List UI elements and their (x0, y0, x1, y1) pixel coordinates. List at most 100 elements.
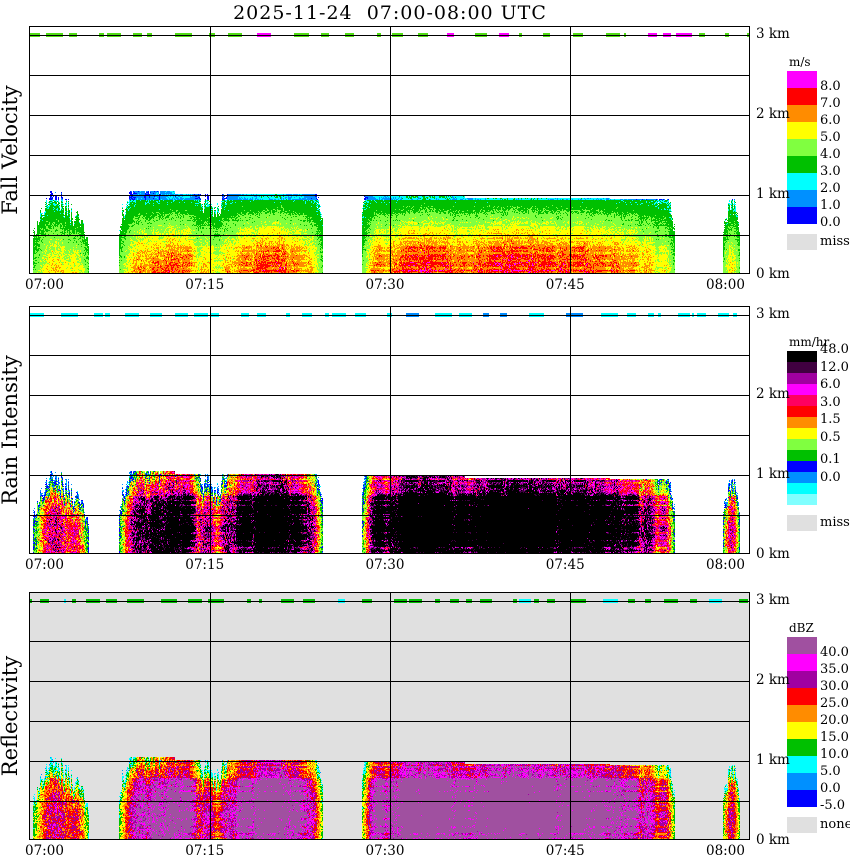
colorbar-band (787, 207, 817, 224)
colorbar-band (787, 773, 817, 790)
colorbar-band (787, 739, 817, 756)
colorbar-missing-swatch (787, 515, 817, 531)
altitude-label-1km: 1 km (756, 466, 790, 482)
colorbar-tick-label: 0.0 (820, 215, 841, 230)
colorbar-tick-label: 0.5 (820, 430, 841, 445)
colorbar-band (787, 122, 817, 139)
time-label-0730: 07:30 (365, 277, 405, 293)
altitude-label-1km: 1 km (756, 186, 790, 202)
time-label-0715: 07:15 (185, 277, 225, 293)
colorbar-band (787, 373, 817, 384)
plot-area-rain-intensity[interactable] (29, 306, 750, 554)
colorbar-band (787, 688, 817, 705)
altitude-label-0km: 0 km (756, 832, 790, 848)
colorbar-tick-label: 0.0 (820, 469, 841, 485)
colorbar-missing-label: miss (820, 515, 850, 530)
colorbar-band (787, 439, 817, 450)
time-label-0715: 07:15 (185, 557, 225, 573)
colorbar-tick-label: 25.0 (820, 696, 849, 711)
colorbar-tick-label: 1.5 (820, 412, 841, 428)
time-label-0745: 07:45 (545, 557, 585, 573)
colorbar-unit-rain-intensity: mm/hr (789, 335, 830, 349)
time-label-0745: 07:45 (545, 843, 585, 859)
colorbar-band (787, 417, 817, 428)
time-label-0700: 07:00 (25, 843, 64, 859)
colorbar-tick-label: 6.0 (820, 377, 841, 393)
colorbar-band (787, 384, 817, 395)
colorbar-tick-label: 7.0 (820, 96, 841, 111)
colorbar-band (787, 483, 817, 494)
colorbar-band (787, 156, 817, 173)
y-axis-label-reflectivity: Reflectivity (0, 655, 22, 777)
colorbar-band (787, 351, 817, 362)
colorbar-tick-label: 8.0 (820, 79, 841, 94)
colorbar-tick-label: 40.0 (820, 645, 849, 660)
altitude-label-1km: 1 km (756, 752, 790, 768)
altitude-label-2km: 2 km (756, 106, 790, 122)
colorbar-missing-swatch (787, 817, 817, 833)
colorbar-band (787, 395, 817, 406)
colorbar-tick-label: 30.0 (820, 679, 849, 694)
altitude-label-2km: 2 km (756, 386, 790, 402)
altitude-label-0km: 0 km (756, 266, 790, 282)
altitude-label-3km: 3 km (756, 306, 790, 322)
time-label-0745: 07:45 (545, 277, 585, 293)
colorbar-tick-label: 20.0 (820, 713, 849, 728)
colorbar-missing-label: none (820, 817, 850, 832)
time-label-0800: 08:00 (706, 557, 745, 573)
colorbar-band (787, 461, 817, 472)
colorbar-band (787, 406, 817, 417)
colorbar-tick-label: 15.0 (820, 730, 849, 745)
time-label-0800: 08:00 (706, 277, 745, 293)
colorbar-band (787, 71, 817, 88)
colorbar-tick-label: 10.0 (820, 747, 849, 762)
colorbar-unit-reflectivity: dBZ (789, 621, 814, 635)
colorbar-band (787, 362, 817, 373)
time-label-0700: 07:00 (25, 557, 64, 573)
colorbar-unit-fall-velocity: m/s (789, 55, 811, 69)
colorbar-band (787, 671, 817, 688)
plot-area-fall-velocity[interactable] (29, 26, 750, 274)
colorbar-tick-label: 2.0 (820, 181, 841, 196)
altitude-label-2km: 2 km (756, 672, 790, 688)
page-title: 2025-11-24 07:00-08:00 UTC (233, 2, 547, 24)
colorbar-tick-label: 0.1 (820, 452, 841, 467)
colorbar-band (787, 756, 817, 773)
colorbar-band (787, 450, 817, 461)
colorbar-tick-label: 48.0 (820, 342, 849, 357)
colorbar-band (787, 105, 817, 122)
colorbar-tick-label: 35.0 (820, 662, 849, 677)
altitude-label-3km: 3 km (756, 592, 790, 608)
time-label-0730: 07:30 (365, 843, 405, 859)
colorbar-band (787, 139, 817, 156)
time-label-0700: 07:00 (25, 277, 64, 293)
colorbar-band (787, 428, 817, 439)
time-label-0715: 07:15 (185, 843, 225, 859)
colorbar-tick-label: 1.0 (820, 198, 841, 213)
colorbar-band (787, 88, 817, 105)
colorbar-band (787, 494, 817, 505)
altitude-label-3km: 3 km (756, 26, 790, 42)
y-axis-label-fall-velocity: Fall Velocity (0, 85, 22, 215)
colorbar-band (787, 705, 817, 722)
colorbar-band (787, 722, 817, 739)
colorbar-missing-label: miss (820, 234, 850, 249)
colorbar-band (787, 190, 817, 207)
plot-area-reflectivity[interactable] (29, 592, 750, 840)
colorbar-band (787, 173, 817, 190)
y-axis-label-rain-intensity: Rain Intensity (0, 355, 22, 505)
colorbar-tick-label: 5.0 (820, 764, 841, 779)
colorbar-tick-label: -5.0 (820, 798, 846, 813)
colorbar-tick-label: 6.0 (820, 113, 841, 128)
altitude-label-0km: 0 km (756, 546, 790, 562)
colorbar-band (787, 790, 817, 807)
colorbar-band (787, 654, 817, 671)
colorbar-band (787, 637, 817, 654)
colorbar-tick-label: 5.0 (820, 130, 841, 145)
colorbar-tick-label: 3.0 (820, 164, 841, 179)
time-label-0800: 08:00 (706, 843, 745, 859)
colorbar-missing-swatch (787, 234, 817, 250)
colorbar-tick-label: 0.0 (820, 781, 841, 796)
colorbar-tick-label: 12.0 (820, 359, 849, 375)
